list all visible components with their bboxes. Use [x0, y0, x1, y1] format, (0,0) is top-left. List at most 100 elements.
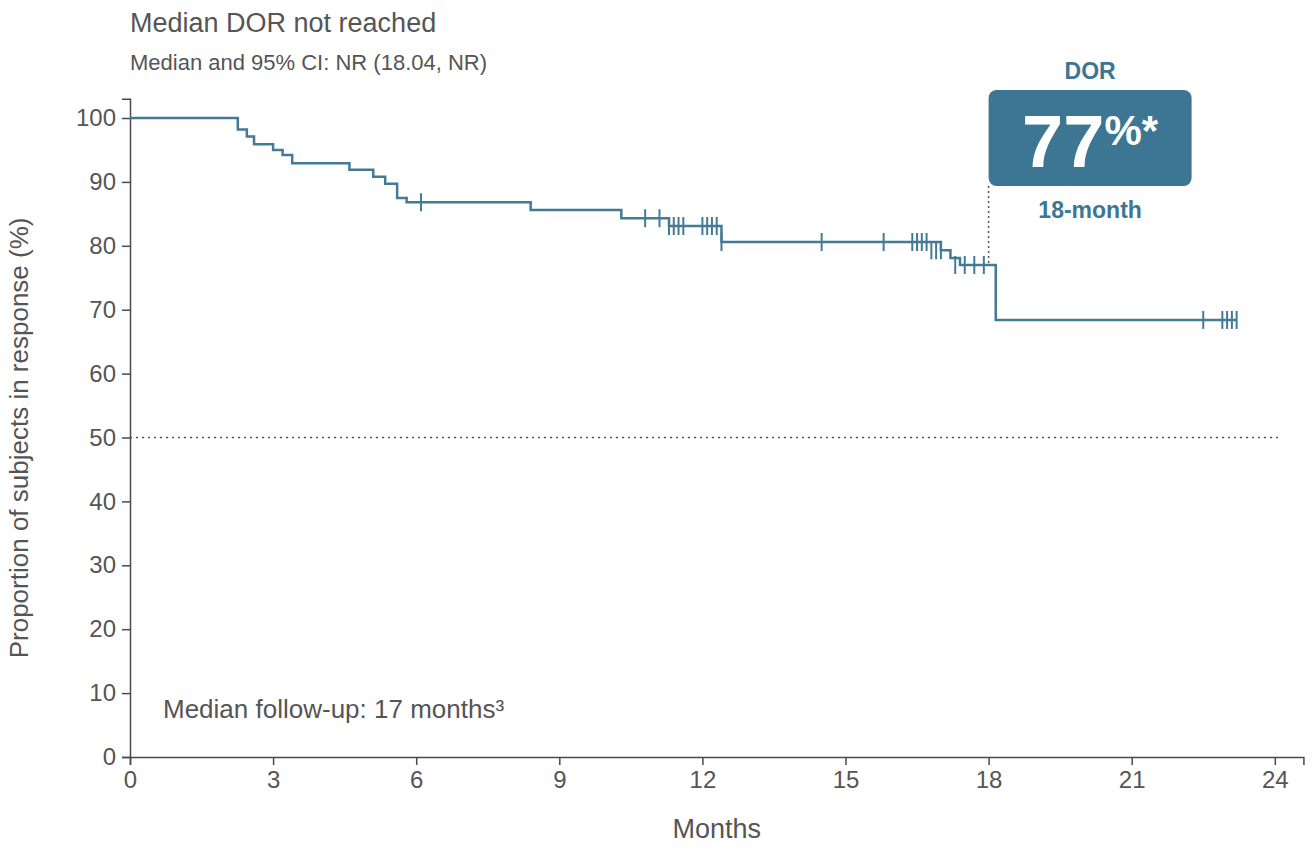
x-tick-mark	[702, 757, 704, 765]
censor-mark	[954, 256, 956, 274]
censor-mark	[911, 233, 913, 251]
x-tick-label: 0	[124, 766, 137, 793]
y-tick: 40	[89, 488, 130, 515]
censor-mark	[935, 241, 937, 259]
censor-mark	[973, 256, 975, 274]
x-tick-mark	[273, 757, 275, 765]
y-tick-mark	[122, 629, 130, 631]
y-tick-label: 70	[89, 296, 116, 323]
y-tick-label: 90	[89, 168, 116, 195]
reference-line	[130, 437, 1278, 439]
censor-mark	[716, 217, 718, 235]
x-tick: 6	[410, 757, 423, 793]
x-tick-label: 3	[267, 766, 280, 793]
y-tick-label: 10	[89, 679, 116, 706]
y-tick: 60	[89, 360, 130, 387]
x-tick-mark	[1275, 757, 1277, 765]
callout-header: DOR	[1065, 58, 1117, 84]
x-tick-mark	[130, 757, 132, 765]
censor-mark	[701, 217, 703, 235]
x-tick: 15	[833, 757, 860, 793]
y-tick-mark	[122, 246, 130, 248]
y-tick-mark	[122, 501, 130, 503]
y-tick: 20	[89, 615, 130, 642]
y-tick-mark	[122, 693, 130, 695]
censor-mark	[720, 233, 722, 251]
censor-mark	[883, 233, 885, 251]
x-tick-label: 15	[833, 766, 860, 793]
x-tick-label: 21	[1119, 766, 1146, 793]
censor-mark	[921, 233, 923, 251]
x-tick: 12	[690, 757, 717, 793]
x-tick-mark	[988, 757, 990, 765]
x-tick: 18	[976, 757, 1003, 793]
x-tick-mark	[1131, 757, 1133, 765]
censor-mark	[682, 217, 684, 235]
y-tick-label: 40	[89, 488, 116, 515]
censor-mark	[644, 209, 646, 227]
censor-mark	[1202, 311, 1204, 329]
censor-mark	[658, 209, 660, 227]
x-tick: 3	[267, 757, 280, 793]
y-tick-mark	[122, 182, 130, 184]
y-axis: 0 10 20 30 40 50 60 70 80 90 100	[76, 99, 131, 770]
y-tick: 30	[89, 551, 130, 578]
x-axis-title: Months	[672, 814, 761, 844]
x-axis: 0 3 6 9 12 15 18 21 24	[124, 757, 1304, 793]
censor-mark	[940, 241, 942, 259]
x-axis-line	[131, 758, 1304, 766]
y-tick-mark	[122, 757, 130, 759]
y-tick-mark	[122, 309, 130, 311]
y-tick-label: 50	[89, 424, 116, 451]
y-tick-mark	[122, 437, 130, 439]
y-tick: 80	[89, 232, 130, 259]
censor-mark	[706, 217, 708, 235]
censor-mark	[926, 233, 928, 251]
y-tick: 50	[89, 424, 130, 451]
callout-box	[989, 90, 1192, 186]
y-axis-title: Proportion of subjects in response (%)	[4, 218, 34, 659]
censor-mark	[1226, 311, 1228, 329]
censor-mark	[1221, 311, 1223, 329]
x-tick-label: 9	[553, 766, 566, 793]
y-tick-label: 100	[76, 104, 116, 131]
x-tick-label: 18	[976, 766, 1003, 793]
censor-mark	[673, 217, 675, 235]
x-tick: 9	[553, 757, 566, 793]
y-tick-label: 80	[89, 232, 116, 259]
x-tick: 21	[1119, 757, 1146, 793]
censor-mark	[420, 193, 422, 211]
chart: Median DOR not reached Median and 95% CI:…	[0, 0, 1312, 850]
y-tick: 100	[76, 104, 130, 131]
footnote: Median follow-up: 17 months³	[163, 694, 504, 724]
y-tick-label: 20	[89, 615, 116, 642]
x-tick-label: 12	[690, 766, 717, 793]
y-tick: 90	[89, 168, 130, 195]
censor-mark	[930, 241, 932, 259]
y-tick-mark	[122, 373, 130, 375]
x-tick: 0	[124, 757, 137, 793]
x-tick: 24	[1262, 757, 1289, 793]
x-tick-mark	[845, 757, 847, 765]
x-tick-mark	[559, 757, 561, 765]
callout-leader	[988, 186, 990, 265]
y-tick: 70	[89, 296, 130, 323]
y-axis-line	[122, 99, 131, 757]
y-tick: 10	[89, 679, 130, 706]
title: Median DOR not reached	[130, 8, 436, 38]
y-tick-label: 60	[89, 360, 116, 387]
x-tick-label: 6	[410, 766, 423, 793]
y-tick-label: 30	[89, 551, 116, 578]
callout-value: 77%*	[1022, 100, 1159, 183]
censor-mark	[1231, 311, 1233, 329]
censor-mark	[668, 217, 670, 235]
censor-mark	[711, 217, 713, 235]
censor-mark	[916, 233, 918, 251]
y-tick-label: 0	[103, 743, 116, 770]
y-tick-mark	[122, 565, 130, 567]
censor-mark	[983, 256, 985, 274]
subtitle: Median and 95% CI: NR (18.04, NR)	[130, 50, 487, 75]
y-tick-mark	[122, 118, 130, 120]
censor-mark	[1236, 311, 1238, 329]
censor-mark	[678, 217, 680, 235]
